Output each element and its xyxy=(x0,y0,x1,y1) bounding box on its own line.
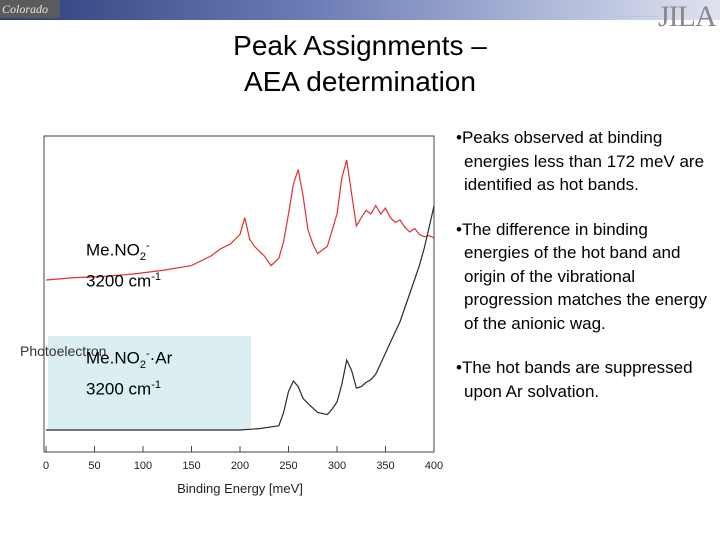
x-tick-label: 0 xyxy=(43,460,49,472)
x-tick-label: 250 xyxy=(279,460,297,472)
bullet-ar-suppression: •The hot bands are suppressed upon Ar so… xyxy=(456,358,693,401)
x-tick-label: 150 xyxy=(182,460,200,472)
header-divider xyxy=(608,16,658,17)
bullet-list: •Peaks observed at binding energies less… xyxy=(452,126,714,424)
x-axis-title: Binding Energy [meV] xyxy=(177,481,303,496)
header-banner xyxy=(0,0,720,20)
slide-title: Peak Assignments – AEA determination xyxy=(160,28,560,100)
upper-species-label: Me.NO2- 3200 cm-1 xyxy=(86,240,161,291)
highlight-box xyxy=(48,336,251,430)
traces xyxy=(45,159,435,431)
plot-frame xyxy=(43,135,435,453)
slide-title-line-2: AEA determination xyxy=(244,66,476,97)
y-axis-title: Photoelectron xyxy=(20,343,106,359)
spectrum-plot: Photoelectron 0 50 100 150 200 250 300 350 400 B… xyxy=(20,135,443,496)
university-logo: Colorado xyxy=(0,0,60,18)
lower-trace-line xyxy=(46,205,435,431)
upper-trace-line xyxy=(45,159,435,281)
x-tick-label: 350 xyxy=(376,460,394,472)
slide-title-line-1: Peak Assignments – xyxy=(233,30,487,61)
x-tick-label: 100 xyxy=(134,460,152,472)
lower-species-label: Me.NO2-·Ar 3200 cm-1 xyxy=(86,348,173,399)
x-tick-label: 300 xyxy=(328,460,346,472)
x-tick-label: 200 xyxy=(231,460,249,472)
bullet-binding-difference: •The difference in binding energies of t… xyxy=(456,219,707,333)
x-tick-label: 400 xyxy=(425,460,443,472)
x-axis-ticks: 0 50 100 150 200 250 300 350 400 xyxy=(43,446,443,472)
jila-logo: JILA xyxy=(658,0,717,33)
bullet-hot-bands: •Peaks observed at binding energies less… xyxy=(456,128,705,194)
x-tick-label: 50 xyxy=(88,460,100,472)
